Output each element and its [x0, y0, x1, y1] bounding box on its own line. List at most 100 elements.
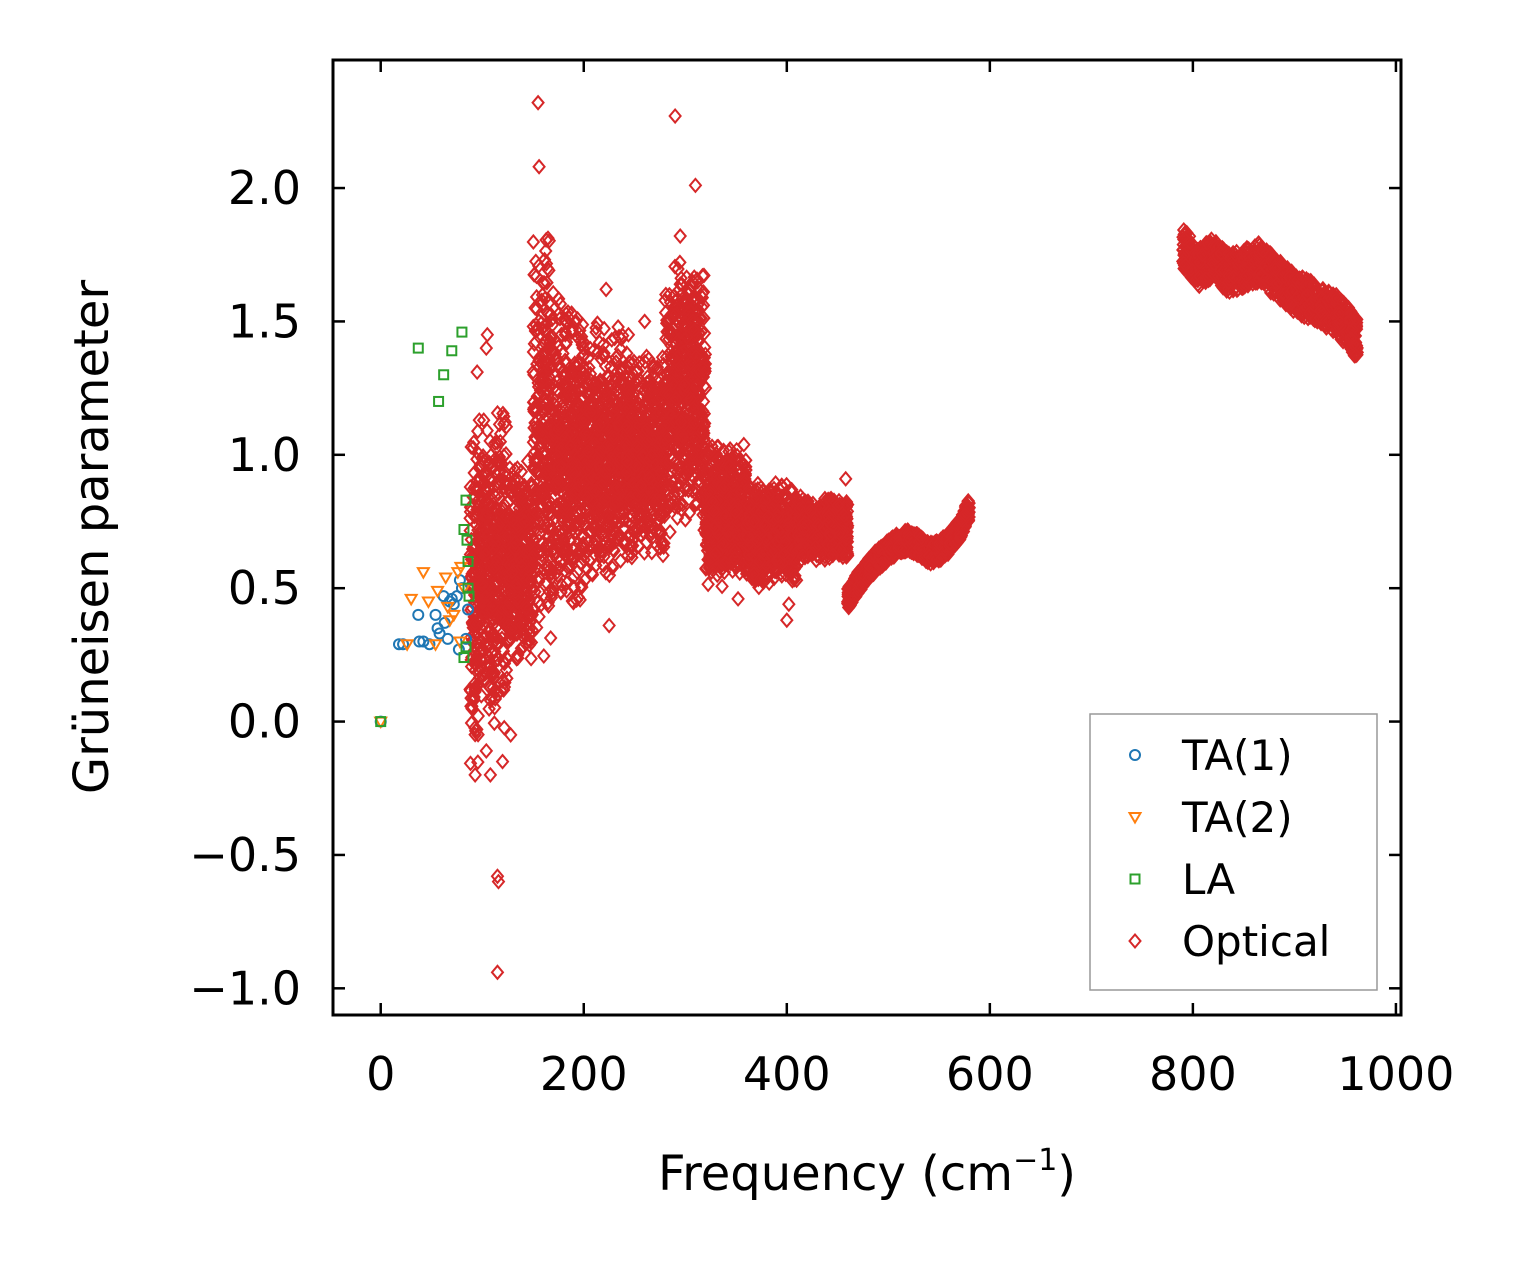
- optical-point: [551, 470, 566, 487]
- optical-point: [526, 461, 541, 478]
- optical-point: [526, 394, 541, 411]
- optical-point: [537, 403, 551, 420]
- optical-point: [548, 396, 562, 413]
- optical-point: [536, 274, 550, 291]
- optical-point: [564, 305, 579, 322]
- optical-point: [477, 650, 491, 667]
- optical-point: [547, 424, 562, 442]
- optical-point: [602, 539, 617, 556]
- optical-point: [526, 363, 540, 380]
- optical-point: [577, 346, 592, 363]
- optical-point: [568, 447, 583, 464]
- optical-point: [481, 654, 496, 671]
- optical-point: [539, 322, 553, 339]
- optical-point: [487, 715, 502, 732]
- optical-point: [464, 715, 479, 732]
- optical-point: [538, 290, 552, 307]
- optical-point: [541, 597, 556, 614]
- optical-point: [516, 638, 531, 655]
- optical-point: [493, 454, 507, 471]
- optical-point: [504, 620, 519, 637]
- optical-point: [490, 553, 504, 570]
- optical-point: [558, 430, 572, 447]
- optical-point: [491, 589, 505, 606]
- optical-point: [488, 521, 503, 538]
- optical-point: [488, 690, 503, 707]
- optical-point: [569, 592, 584, 609]
- optical-point: [483, 498, 497, 515]
- optical-point: [487, 559, 501, 576]
- optical-point: [496, 653, 511, 670]
- optical-point: [532, 359, 546, 376]
- optical-point: [490, 455, 505, 472]
- optical-point: [491, 686, 505, 703]
- optical-point: [524, 650, 538, 667]
- optical-point: [603, 509, 617, 526]
- optical-point: [543, 361, 558, 378]
- optical-point: [482, 700, 496, 717]
- optical-point: [549, 349, 563, 366]
- optical-point: [559, 334, 574, 351]
- optical-point: [486, 459, 501, 476]
- optical-point: [577, 411, 591, 428]
- optical-point: [465, 599, 479, 616]
- optical-point: [475, 507, 490, 524]
- optical-point: [481, 527, 496, 544]
- optical-point: [552, 420, 566, 437]
- optical-point: [539, 255, 554, 272]
- optical-point: [565, 407, 579, 424]
- optical-point: [585, 566, 600, 583]
- optical-point: [519, 571, 533, 589]
- optical-point: [479, 468, 494, 485]
- optical-point: [470, 423, 485, 440]
- optical-point: [529, 619, 544, 636]
- optical-point: [464, 698, 478, 715]
- optical-point: [532, 569, 546, 587]
- optical-point: [571, 397, 585, 414]
- optical-point: [572, 380, 586, 398]
- optical-point: [472, 412, 487, 429]
- optical-point: [488, 535, 502, 552]
- optical-point: [526, 434, 541, 451]
- optical-point: [564, 369, 579, 386]
- optical-point: [471, 707, 486, 725]
- optical-point: [519, 600, 534, 617]
- optical-point: [503, 583, 518, 600]
- optical-point: [553, 310, 567, 327]
- optical-point: [475, 594, 490, 611]
- optical-point: [506, 475, 521, 493]
- optical-point: [615, 327, 630, 344]
- optical-point: [503, 483, 518, 500]
- optical-point: [593, 539, 607, 557]
- optical-point: [550, 383, 565, 400]
- optical-point: [476, 448, 490, 465]
- optical-point: [482, 517, 497, 534]
- series-optical: [463, 94, 1365, 981]
- optical-point: [616, 504, 630, 521]
- optical-point: [471, 726, 485, 743]
- optical-point: [540, 274, 554, 291]
- optical-point: [534, 553, 549, 570]
- optical-point: [589, 510, 604, 527]
- optical-point: [536, 647, 551, 665]
- optical-point: [476, 412, 491, 429]
- optical-point: [562, 310, 576, 327]
- optical-point: [526, 233, 541, 251]
- optical-point: [562, 524, 577, 541]
- optical-point: [574, 577, 589, 594]
- optical-point: [531, 321, 545, 338]
- optical-point: [549, 411, 564, 428]
- optical-point: [524, 634, 539, 651]
- optical-point: [468, 726, 482, 743]
- optical-point: [562, 385, 576, 402]
- optical-point: [490, 629, 504, 646]
- optical-point: [537, 560, 552, 578]
- optical-point: [547, 540, 561, 557]
- optical-point: [598, 518, 612, 535]
- optical-point: [475, 574, 490, 591]
- optical-point: [526, 401, 541, 418]
- optical-point: [476, 666, 491, 683]
- optical-point: [511, 589, 525, 606]
- optical-point: [551, 559, 566, 576]
